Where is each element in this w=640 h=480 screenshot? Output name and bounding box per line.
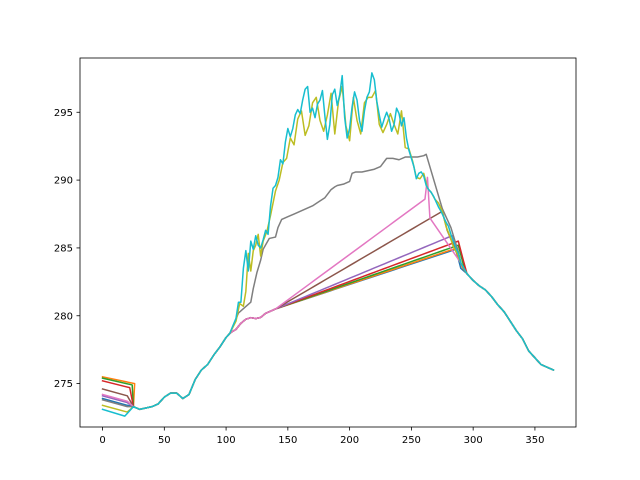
y-tick-label: 295 (54, 108, 73, 119)
x-axis-ticks: 0 50 100 150 200 250 300 350 (99, 427, 544, 446)
x-tick-label: 0 (99, 435, 105, 446)
series-layer (101, 72, 555, 417)
x-tick-label: 200 (340, 435, 359, 446)
y-tick-label: 275 (54, 379, 73, 390)
series-line-10 (101, 72, 555, 417)
y-tick-label: 280 (54, 311, 73, 322)
plot-frame (79, 57, 577, 428)
x-tick-label: 150 (278, 435, 297, 446)
y-axis-ticks: 275 280 285 290 295 (54, 108, 80, 390)
y-tick-label: 285 (54, 243, 73, 254)
x-tick-label: 50 (158, 435, 171, 446)
x-tick-label: 250 (402, 435, 421, 446)
x-tick-label: 300 (464, 435, 483, 446)
x-tick-label: 350 (525, 435, 544, 446)
x-tick-label: 100 (217, 435, 236, 446)
y-tick-label: 290 (54, 176, 73, 187)
